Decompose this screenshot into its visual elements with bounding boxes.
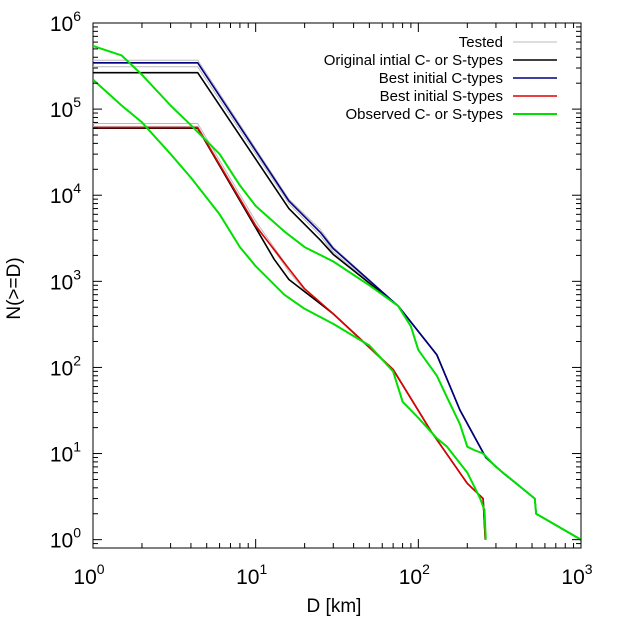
legend-label-3: Best initial S-types <box>380 88 503 105</box>
series-lines <box>93 45 581 541</box>
series-0-line-1 <box>93 62 581 541</box>
series-0-line-3 <box>93 123 486 540</box>
series-1-line-0 <box>93 71 581 541</box>
series-0-line-0 <box>93 59 581 541</box>
series-3-line-0 <box>93 126 487 540</box>
x-tick-label-0: 100 <box>73 561 104 589</box>
legend-label-0: Tested <box>459 34 503 51</box>
y-axis-label: N(>=D) <box>4 257 25 319</box>
series-4-line-0 <box>93 45 581 541</box>
y-tick-label-6: 106 <box>50 8 81 36</box>
ticks-group: 100 101 102 103 100 101 102 103 104 105 106 <box>50 8 593 589</box>
y-tick-label-0: 100 <box>50 525 81 553</box>
y-tick-label-1: 101 <box>50 439 81 467</box>
series-0-line-2 <box>93 66 581 541</box>
x-axis-label: D [km] <box>307 596 362 617</box>
y-tick-label-4: 104 <box>50 180 81 208</box>
series-1-line-1 <box>93 127 487 540</box>
x-tick-label-2: 102 <box>399 561 430 589</box>
series-group <box>93 45 581 541</box>
legend-label-4: Observed C- or S-types <box>345 106 503 123</box>
y-tick-label-2: 102 <box>50 352 81 380</box>
legend-label-2: Best initial C-types <box>379 70 503 87</box>
legend-label-1: Original intial C- or S-types <box>324 52 503 69</box>
y-tick-label-5: 105 <box>50 94 81 122</box>
y-tick-label-3: 103 <box>50 266 81 294</box>
x-tick-label-3: 103 <box>561 561 592 589</box>
series-4-line-1 <box>93 78 487 540</box>
x-tick-label-1: 101 <box>236 561 267 589</box>
series-2-line-0 <box>93 62 581 541</box>
series-0-line-4 <box>93 125 486 540</box>
